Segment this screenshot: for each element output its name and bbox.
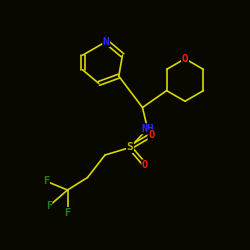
Text: F: F [43, 176, 50, 186]
Text: NH: NH [141, 124, 154, 134]
Text: O: O [148, 130, 154, 140]
Text: O: O [182, 54, 188, 64]
Text: S: S [127, 142, 134, 152]
Text: O: O [142, 160, 148, 170]
Text: N: N [103, 36, 110, 46]
Text: F: F [64, 208, 71, 218]
Text: F: F [46, 201, 52, 211]
